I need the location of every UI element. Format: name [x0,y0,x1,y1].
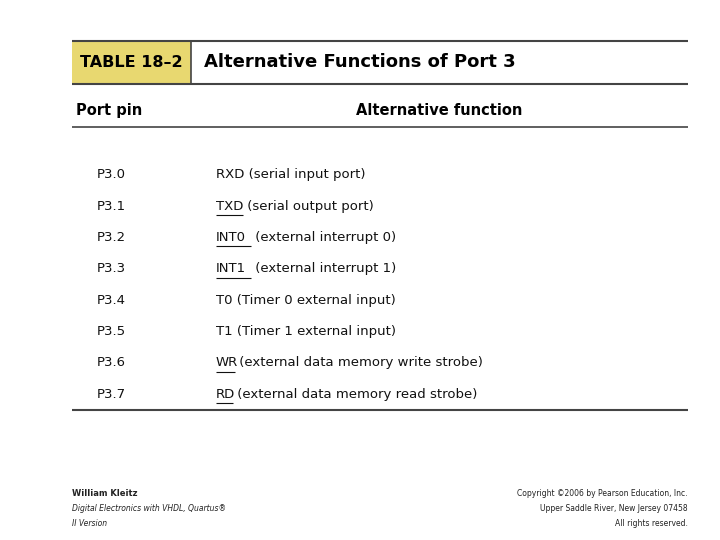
Text: P3.3: P3.3 [97,262,126,275]
Text: P3.0: P3.0 [97,168,126,181]
Text: Port pin: Port pin [76,103,142,118]
Text: T0 (Timer 0 external input): T0 (Timer 0 external input) [216,294,396,307]
Text: William Kleitz: William Kleitz [72,489,138,498]
Text: P3.4: P3.4 [97,294,126,307]
Text: (external data memory write strobe): (external data memory write strobe) [235,356,482,369]
Text: P3.7: P3.7 [97,388,126,401]
Text: T1 (Timer 1 external input): T1 (Timer 1 external input) [216,325,396,338]
Text: INT1: INT1 [216,262,246,275]
Text: II Version: II Version [72,519,107,528]
Text: P3.1: P3.1 [97,200,126,213]
Text: P3.2: P3.2 [97,231,126,244]
Text: Alternative Functions of Port 3: Alternative Functions of Port 3 [204,53,516,71]
Text: TABLE 18–2: TABLE 18–2 [80,55,183,70]
Text: WR: WR [216,356,238,369]
Text: Upper Saddle River, New Jersey 07458: Upper Saddle River, New Jersey 07458 [540,504,688,513]
Text: (external interrupt 0): (external interrupt 0) [251,231,397,244]
Text: TXD: TXD [216,200,243,213]
Text: All rights reserved.: All rights reserved. [615,519,688,528]
Text: (external data memory read strobe): (external data memory read strobe) [233,388,477,401]
Text: Alternative function: Alternative function [356,103,523,118]
Text: P3.5: P3.5 [97,325,126,338]
Text: Digital Electronics with VHDL, Quartus®: Digital Electronics with VHDL, Quartus® [72,504,226,513]
Text: RD: RD [216,388,235,401]
Text: (external interrupt 1): (external interrupt 1) [251,262,396,275]
Text: RXD (serial input port): RXD (serial input port) [216,168,366,181]
Text: Copyright ©2006 by Pearson Education, Inc.: Copyright ©2006 by Pearson Education, In… [517,489,688,498]
Bar [72,40,191,84]
Text: (serial output port): (serial output port) [243,200,374,213]
Text: INT0: INT0 [216,231,246,244]
Text: P3.6: P3.6 [97,356,126,369]
